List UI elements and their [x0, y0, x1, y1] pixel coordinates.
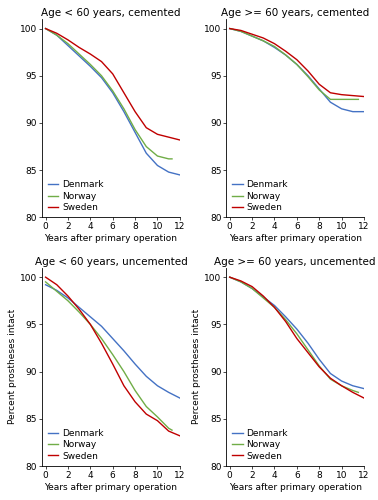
X-axis label: Years after primary operation: Years after primary operation: [45, 234, 178, 243]
Title: Age >= 60 years, cemented: Age >= 60 years, cemented: [221, 8, 369, 18]
Title: Age >= 60 years, uncemented: Age >= 60 years, uncemented: [214, 257, 376, 267]
X-axis label: Years after primary operation: Years after primary operation: [229, 234, 362, 243]
Legend: Denmark, Norway, Sweden: Denmark, Norway, Sweden: [47, 180, 104, 213]
X-axis label: Years after primary operation: Years after primary operation: [229, 482, 362, 492]
Legend: Denmark, Norway, Sweden: Denmark, Norway, Sweden: [231, 428, 289, 462]
Y-axis label: Percent prostheses intact: Percent prostheses intact: [8, 309, 17, 424]
Title: Age < 60 years, uncemented: Age < 60 years, uncemented: [35, 257, 187, 267]
Legend: Denmark, Norway, Sweden: Denmark, Norway, Sweden: [47, 428, 104, 462]
Legend: Denmark, Norway, Sweden: Denmark, Norway, Sweden: [231, 180, 289, 213]
X-axis label: Years after primary operation: Years after primary operation: [45, 482, 178, 492]
Title: Age < 60 years, cemented: Age < 60 years, cemented: [41, 8, 181, 18]
Y-axis label: Percent prostheses intact: Percent prostheses intact: [192, 309, 201, 424]
